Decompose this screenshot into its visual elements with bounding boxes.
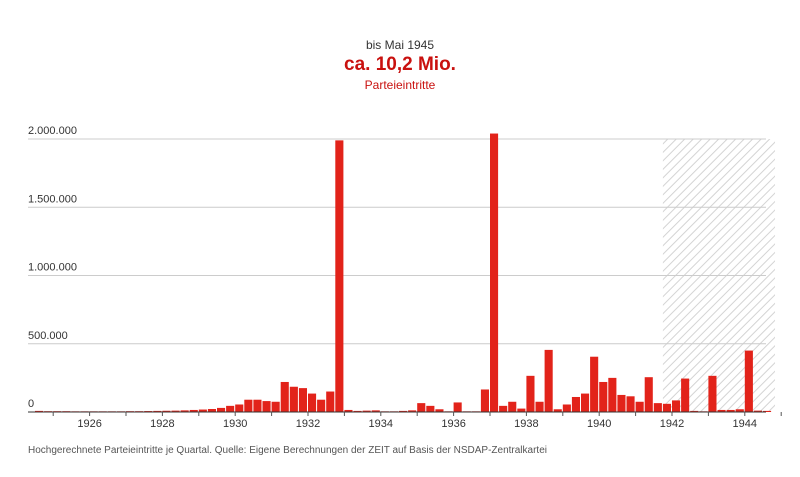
x-tick-label: 1930: [223, 418, 247, 430]
bar: [35, 410, 44, 412]
bar: [344, 409, 353, 412]
bar: [508, 401, 517, 412]
bar: [544, 349, 553, 412]
bar: [635, 401, 644, 412]
y-tick-label: 1.000.000: [28, 262, 77, 274]
bar: [644, 377, 653, 412]
x-tick-label: 1932: [296, 418, 320, 430]
bar: [562, 404, 571, 412]
bar: [581, 393, 590, 412]
chart-total: ca. 10,2 Mio.: [344, 54, 456, 75]
x-tick-label: 1934: [369, 418, 393, 430]
bar: [162, 410, 171, 412]
bar: [207, 408, 216, 412]
bar: [289, 386, 298, 412]
bar: [535, 401, 544, 412]
chart-unit-label: Parteieintritte: [364, 78, 436, 92]
bar: [371, 410, 380, 412]
bar: [590, 356, 599, 412]
bar: [763, 410, 772, 412]
bar: [271, 401, 280, 412]
y-tick-label: 1.500.000: [28, 193, 77, 205]
x-tick-label: 1936: [441, 418, 465, 430]
bar: [335, 140, 344, 413]
bar: [708, 375, 717, 412]
x-tick-label: 1942: [660, 418, 684, 430]
bar: [726, 409, 735, 412]
bar: [226, 405, 235, 412]
bar: [681, 378, 690, 412]
bar: [608, 377, 617, 412]
bar: [672, 400, 681, 412]
bar: [262, 401, 271, 412]
bar: [626, 396, 635, 412]
bar: [280, 381, 289, 412]
bar: [426, 405, 435, 412]
bar: [180, 410, 189, 412]
bar: [353, 410, 362, 412]
x-tick-label: 1938: [514, 418, 538, 430]
x-tick-label: 1928: [150, 418, 174, 430]
x-tick-label: 1940: [587, 418, 611, 430]
bar: [217, 407, 226, 412]
x-tick-label: 1926: [77, 418, 101, 430]
bar: [571, 396, 580, 412]
bar: [253, 399, 262, 412]
bar: [308, 393, 317, 412]
bar: [690, 410, 699, 412]
chart-subtitle: bis Mai 1945: [365, 38, 435, 52]
bar: [717, 409, 726, 412]
bar: [735, 409, 744, 412]
bar: [490, 133, 499, 413]
bar: [153, 410, 162, 412]
bar: [599, 381, 608, 412]
bar: [362, 410, 371, 412]
bar: [326, 391, 335, 412]
bar: [662, 403, 671, 412]
bar: [435, 409, 444, 412]
bar: [653, 403, 662, 412]
x-tick-label: 1944: [733, 418, 757, 430]
bar: [453, 402, 462, 412]
bar: [517, 408, 526, 412]
bar: [244, 399, 253, 412]
bar: [198, 409, 207, 412]
y-tick-label: 500.000: [28, 330, 68, 342]
bar: [171, 410, 180, 412]
bar: [480, 389, 489, 412]
bar: [317, 399, 326, 412]
y-tick-label: 0: [28, 398, 34, 410]
y-tick-label: 2.000.000: [28, 125, 77, 137]
bar: [399, 410, 408, 412]
bar: [744, 350, 753, 412]
bar: [189, 409, 198, 412]
bar: [417, 403, 426, 412]
bar: [553, 409, 562, 412]
bar: [499, 405, 508, 412]
bar: [526, 375, 535, 412]
bar: [235, 404, 244, 412]
bar: [298, 388, 307, 412]
bar: [408, 410, 417, 412]
bar: [753, 410, 762, 412]
bar: [617, 394, 626, 412]
chart-caption: Hochgerechnete Parteieintritte je Quarta…: [28, 445, 547, 456]
